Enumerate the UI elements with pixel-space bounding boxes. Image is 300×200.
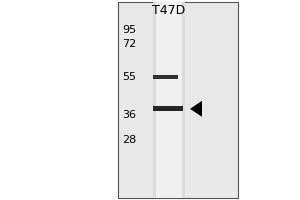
Bar: [153, 2, 156, 198]
Polygon shape: [190, 101, 202, 117]
Text: 72: 72: [122, 39, 136, 49]
Bar: [182, 2, 185, 198]
Text: 28: 28: [122, 135, 136, 145]
Text: 55: 55: [122, 72, 136, 82]
Text: 36: 36: [122, 110, 136, 120]
Bar: [118, 2, 238, 198]
Bar: [153, 2, 185, 198]
Text: 95: 95: [122, 25, 136, 35]
Text: T47D: T47D: [152, 3, 186, 17]
Bar: [153, 75, 178, 79]
Bar: [153, 106, 183, 111]
